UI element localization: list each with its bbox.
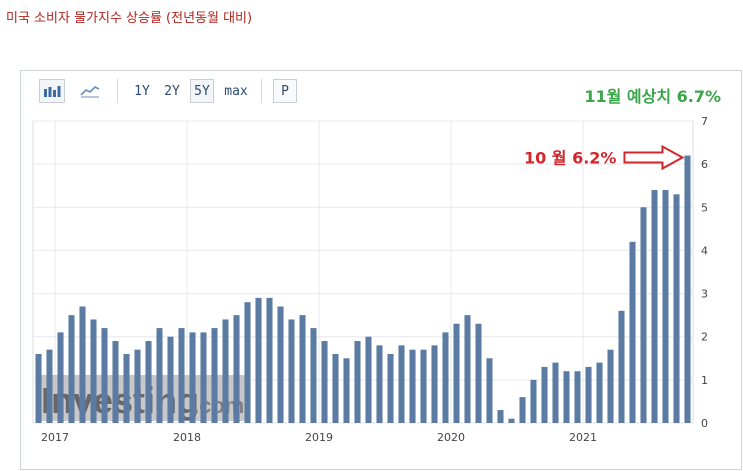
bar-2017-01	[57, 332, 64, 423]
bar-2020-05	[497, 410, 504, 423]
bar-2016-11	[35, 353, 42, 423]
bar-2019-02	[332, 353, 339, 423]
x-tick-label: 2021	[569, 431, 597, 444]
bar-2018-02	[200, 332, 207, 423]
bar-2021-01	[585, 366, 592, 423]
y-tick-label: 4	[701, 244, 708, 257]
callout-arrow	[623, 144, 685, 171]
range-1y-button[interactable]: 1Y	[134, 83, 150, 99]
page-title: 미국 소비자 물가지수 상승률 (전년동월 대비)	[6, 11, 253, 26]
callout-label: 10 월 6.2%	[524, 149, 617, 168]
bar-2020-07	[519, 397, 526, 423]
toolbar-divider	[261, 79, 262, 103]
bar-2020-12	[574, 371, 581, 423]
range-2y-button[interactable]: 2Y	[164, 83, 180, 99]
bar-2021-07	[651, 190, 658, 423]
bars-layer	[35, 155, 691, 423]
bar-2017-11	[167, 336, 174, 423]
bar-highlight	[684, 155, 691, 423]
bar-2019-03	[343, 358, 350, 423]
bar-chart-icon[interactable]	[39, 79, 65, 103]
bar-2017-12	[178, 328, 185, 423]
bar-2018-01	[189, 332, 196, 423]
bar-2020-06	[508, 418, 515, 423]
watermark-brand: Investing	[41, 380, 199, 421]
bar-2017-08	[134, 349, 141, 423]
y-tick-label: 2	[701, 331, 708, 344]
bar-2020-02	[464, 315, 471, 423]
bar-2019-01	[321, 341, 328, 423]
bar-2020-04	[486, 358, 493, 423]
bar-2019-11	[431, 345, 438, 423]
bar-2017-07	[123, 353, 130, 423]
range-5y-button[interactable]: 5Y	[190, 79, 214, 103]
bar-2020-11	[563, 371, 570, 423]
bar-2019-08	[398, 345, 405, 423]
forecast-label: 11월 예상치 6.7%	[584, 87, 721, 106]
bar-2017-02	[68, 315, 75, 423]
axis-layer: 0 1 2 3 4 5 6 7 2017 2018 2019 2020 2021	[41, 115, 708, 444]
bar-2018-08	[266, 297, 273, 423]
y-tick-label: 6	[701, 158, 708, 171]
bar-2018-12	[310, 328, 317, 423]
bar-2021-03	[607, 349, 614, 423]
annotation-layer: 10 월 6.2%	[524, 144, 685, 171]
bar-2020-03	[475, 323, 482, 423]
bar-2019-10	[420, 349, 427, 423]
y-tick-label: 5	[701, 201, 708, 214]
x-tick-label: 2020	[437, 431, 465, 444]
y-tick-label: 7	[701, 115, 708, 128]
bar-2021-09	[673, 194, 680, 423]
bar-2018-11	[299, 315, 306, 423]
line-chart-icon[interactable]	[77, 79, 103, 103]
chart-toolbar: 1Y 2Y 5Y max P 11월 예상치 6.7%	[21, 71, 741, 113]
grid-layer	[32, 120, 694, 424]
bar-2020-09	[541, 366, 548, 423]
bar-2017-03	[79, 306, 86, 423]
bar-2017-06	[112, 341, 119, 423]
bar-2017-09	[145, 341, 152, 423]
bar-2019-07	[387, 353, 394, 423]
bar-2018-09	[277, 306, 284, 423]
bar-2016-12	[46, 349, 53, 423]
bar-2021-02	[596, 362, 603, 423]
bar-2021-06	[640, 207, 647, 423]
bar-2021-04	[618, 310, 625, 423]
toolbar-divider	[117, 79, 118, 103]
bar-2020-08	[530, 379, 537, 423]
bar-2018-05	[233, 315, 240, 423]
bar-2019-06	[376, 345, 383, 423]
y-tick-label: 1	[701, 374, 708, 387]
bar-2018-03	[211, 328, 218, 423]
bar-2017-05	[101, 328, 108, 423]
bar-2019-12	[442, 332, 449, 423]
chart-widget: 1Y 2Y 5Y max P 11월 예상치 6.7% Investing .co…	[20, 70, 742, 470]
range-max-button[interactable]: max	[224, 83, 248, 99]
bar-2021-05	[629, 241, 636, 423]
bar-2017-04	[90, 319, 97, 423]
bar-2019-04	[354, 341, 361, 423]
bar-2017-10	[156, 328, 163, 423]
x-tick-label: 2019	[305, 431, 333, 444]
x-tick-label: 2018	[173, 431, 201, 444]
y-tick-label: 3	[701, 288, 708, 301]
bar-2020-01	[453, 323, 460, 423]
bar-2018-07	[255, 297, 262, 423]
bar-2021-08	[662, 190, 669, 423]
bar-2019-05	[365, 336, 372, 423]
bar-2020-10	[552, 362, 559, 423]
bar-2018-04	[222, 319, 229, 423]
bar-2018-10	[288, 319, 295, 423]
y-tick-label: 0	[701, 417, 708, 430]
bar-2019-09	[409, 349, 416, 423]
bar-2018-06	[244, 302, 251, 423]
x-tick-label: 2017	[41, 431, 69, 444]
p-button[interactable]: P	[273, 79, 297, 103]
